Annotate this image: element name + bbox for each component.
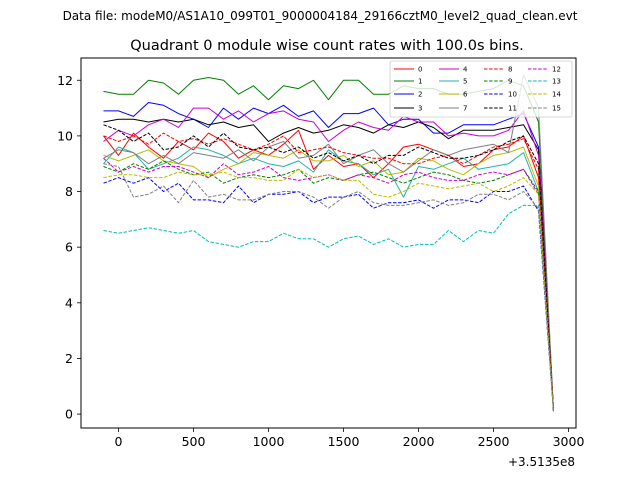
series-layer bbox=[103, 74, 554, 412]
series-line-14 bbox=[103, 168, 554, 412]
legend-label-5: 5 bbox=[463, 78, 467, 86]
series-line-2 bbox=[103, 102, 554, 412]
x-axis: 0 500 1000 1500 2000 2500 3000 bbox=[115, 428, 585, 449]
legend-label-10: 10 bbox=[508, 91, 517, 99]
x-tick-label: 2500 bbox=[478, 434, 510, 449]
x-tick-label: 1000 bbox=[253, 434, 285, 449]
series-line-7 bbox=[103, 74, 554, 412]
legend-label-3: 3 bbox=[418, 105, 422, 113]
y-tick-label: 6 bbox=[65, 240, 73, 255]
y-axis: 0 2 4 6 8 10 12 bbox=[57, 73, 81, 422]
legend-label-14: 14 bbox=[552, 91, 561, 99]
legend-label-9: 9 bbox=[508, 78, 512, 86]
y-tick-label: 2 bbox=[65, 351, 73, 366]
series-line-4 bbox=[103, 107, 554, 412]
series-line-11 bbox=[103, 124, 554, 412]
x-tick-label: 0 bbox=[115, 434, 123, 449]
series-line-15 bbox=[103, 163, 554, 412]
legend-label-8: 8 bbox=[508, 66, 512, 74]
legend-label-6: 6 bbox=[463, 91, 468, 99]
legend-label-11: 11 bbox=[508, 105, 517, 113]
x-tick-label: 3000 bbox=[553, 434, 585, 449]
plot-area bbox=[80, 57, 577, 429]
series-line-13 bbox=[103, 204, 554, 412]
legend-frame bbox=[389, 60, 573, 118]
plot-frame bbox=[80, 57, 577, 429]
x-tick-label: 500 bbox=[182, 434, 206, 449]
legend-label-4: 4 bbox=[463, 66, 468, 74]
legend-label-12: 12 bbox=[552, 66, 561, 74]
chart-title: Quadrant 0 module wise count rates with … bbox=[130, 38, 524, 54]
y-tick-label: 12 bbox=[57, 73, 73, 88]
y-tick-label: 0 bbox=[65, 407, 73, 422]
x-offset-label: +3.5135e8 bbox=[508, 455, 575, 469]
legend-label-1: 1 bbox=[418, 78, 422, 86]
legend-label-0: 0 bbox=[418, 66, 422, 74]
legend-label-13: 13 bbox=[552, 78, 561, 86]
series-line-3 bbox=[103, 118, 554, 412]
y-tick-label: 8 bbox=[65, 184, 73, 199]
legend-label-2: 2 bbox=[418, 91, 422, 99]
series-line-10 bbox=[103, 177, 554, 412]
y-tick-label: 10 bbox=[57, 128, 73, 143]
chart-suptitle: Data file: modeM0/AS1A10_099T01_90000041… bbox=[63, 9, 578, 23]
x-tick-label: 1500 bbox=[328, 434, 360, 449]
x-tick-label: 2000 bbox=[403, 434, 435, 449]
legend-label-15: 15 bbox=[552, 105, 561, 113]
series-line-8 bbox=[103, 132, 554, 409]
legend-label-7: 7 bbox=[463, 105, 467, 113]
series-line-5 bbox=[103, 146, 554, 412]
y-tick-label: 4 bbox=[65, 295, 73, 310]
series-line-12 bbox=[103, 157, 554, 412]
